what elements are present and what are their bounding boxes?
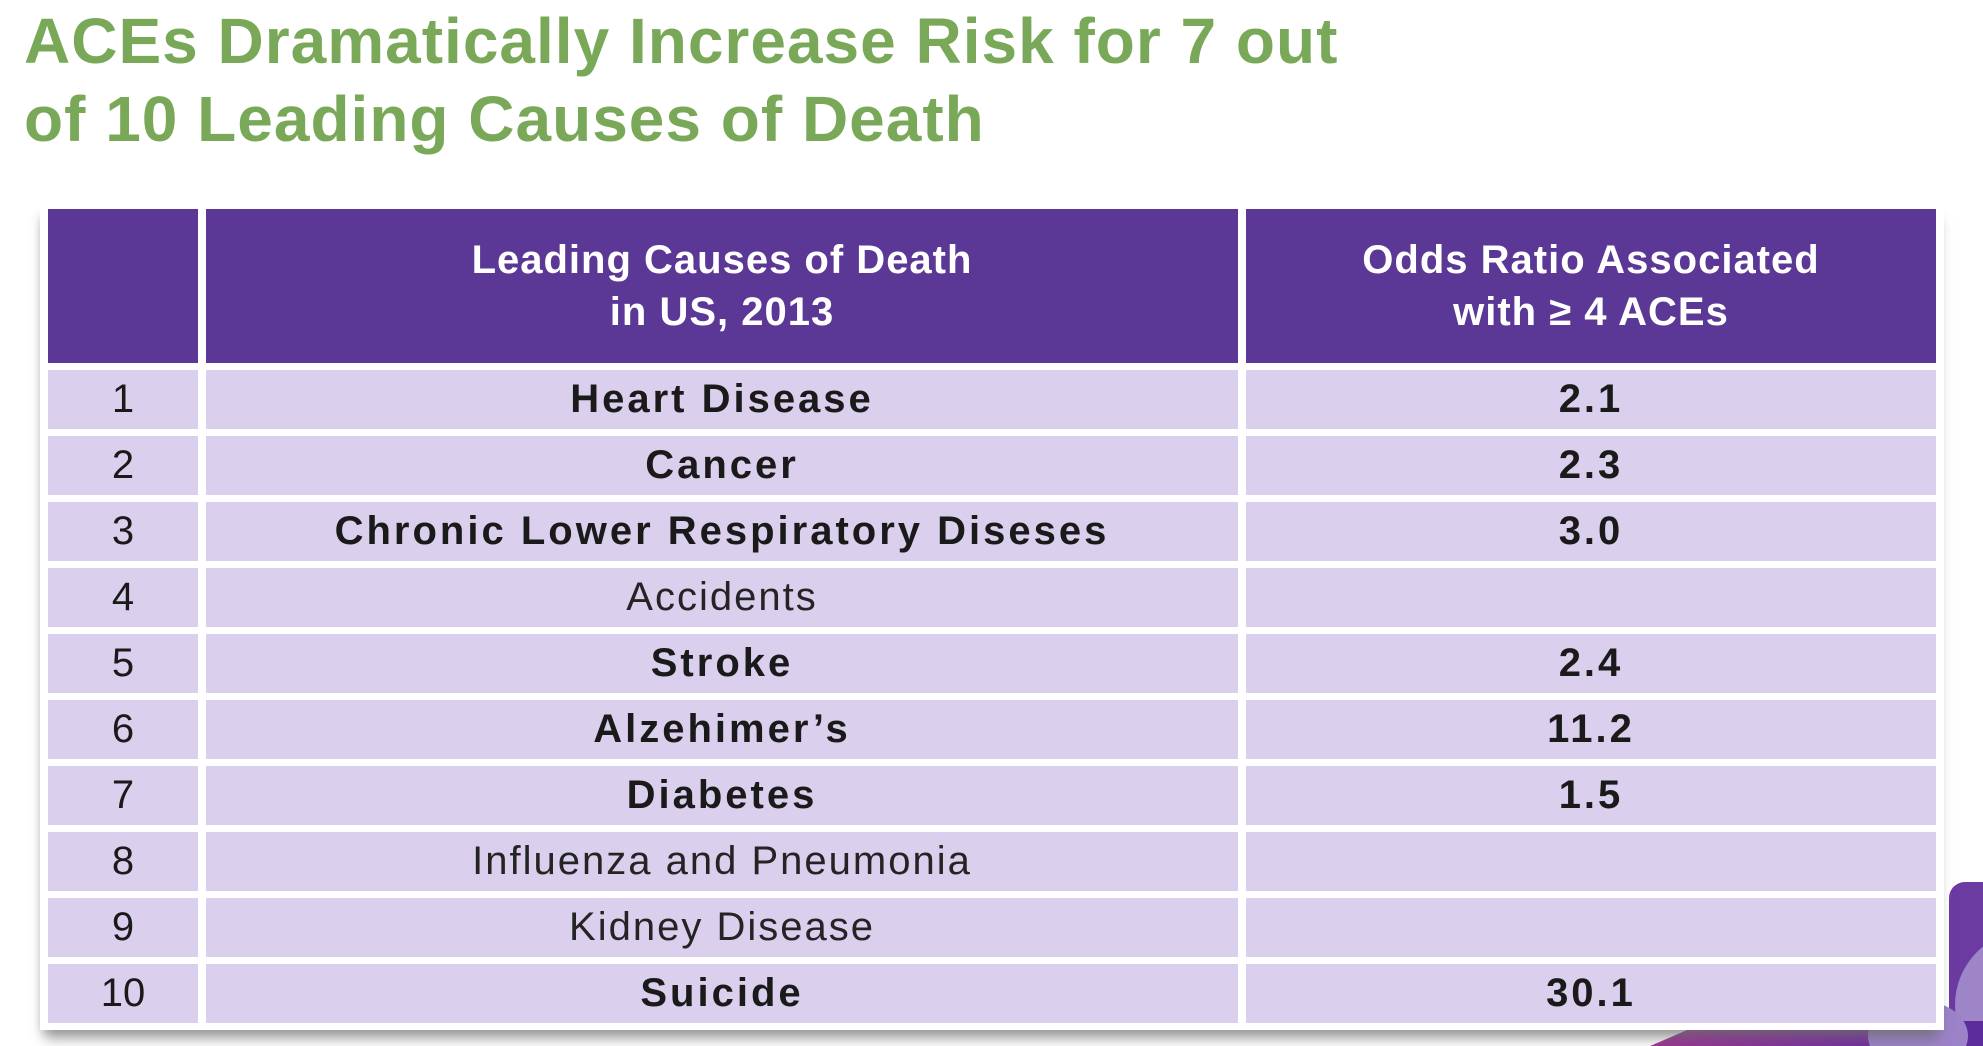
cause-cell: Diabetes (206, 766, 1238, 825)
odds-cell: 11.2 (1246, 700, 1936, 759)
cause-cell: Chronic Lower Respiratory Diseses (206, 502, 1238, 561)
table-row: 8 Influenza and Pneumonia (48, 832, 1936, 891)
cause-header-line1: Leading Causes of Death (471, 238, 973, 282)
rank-cell: 7 (48, 766, 198, 825)
causes-table-wrapper: Leading Causes of Death in US, 2013 Odds… (40, 202, 1944, 1030)
odds-cell: 2.3 (1246, 436, 1936, 495)
cause-cell: Alzehimer’s (206, 700, 1238, 759)
causes-of-death-table: Leading Causes of Death in US, 2013 Odds… (40, 202, 1944, 1030)
cause-cell: Heart Disease (206, 370, 1238, 429)
odds-cell: 3.0 (1246, 502, 1936, 561)
table-row: 1 Heart Disease 2.1 (48, 370, 1936, 429)
table-row: 9 Kidney Disease (48, 898, 1936, 957)
rank-cell: 4 (48, 568, 198, 627)
cause-column-header: Leading Causes of Death in US, 2013 (206, 209, 1238, 363)
table-header: Leading Causes of Death in US, 2013 Odds… (48, 209, 1936, 363)
odds-cell: 2.1 (1246, 370, 1936, 429)
cause-cell: Kidney Disease (206, 898, 1238, 957)
odds-column-header: Odds Ratio Associated with ≥ 4 ACEs (1246, 209, 1936, 363)
table-row: 6 Alzehimer’s 11.2 (48, 700, 1936, 759)
table-header-row: Leading Causes of Death in US, 2013 Odds… (48, 209, 1936, 363)
rank-cell: 2 (48, 436, 198, 495)
rank-cell: 6 (48, 700, 198, 759)
odds-header-line1: Odds Ratio Associated (1362, 238, 1820, 282)
slide-title-line1: ACEs Dramatically Increase Risk for 7 ou… (24, 5, 1339, 77)
table-row: 5 Stroke 2.4 (48, 634, 1936, 693)
cause-cell: Suicide (206, 964, 1238, 1023)
rank-cell: 3 (48, 502, 198, 561)
rank-cell: 1 (48, 370, 198, 429)
table-row: 10 Suicide 30.1 (48, 964, 1936, 1023)
cause-cell: Stroke (206, 634, 1238, 693)
odds-cell (1246, 568, 1936, 627)
rank-cell: 10 (48, 964, 198, 1023)
table-body: 1 Heart Disease 2.1 2 Cancer 2.3 3 Chronic Lowe… (48, 370, 1936, 1023)
rank-cell: 9 (48, 898, 198, 957)
odds-cell: 2.4 (1246, 634, 1936, 693)
table-row: 7 Diabetes 1.5 (48, 766, 1936, 825)
cause-cell: Accidents (206, 568, 1238, 627)
cause-cell: Influenza and Pneumonia (206, 832, 1238, 891)
odds-cell: 30.1 (1246, 964, 1936, 1023)
slide-title: ACEs Dramatically Increase Risk for 7 ou… (24, 2, 1338, 158)
odds-cell (1246, 832, 1936, 891)
table-row: 3 Chronic Lower Respiratory Diseses 3.0 (48, 502, 1936, 561)
table-row: 4 Accidents (48, 568, 1936, 627)
rank-cell: 5 (48, 634, 198, 693)
rank-column-header (48, 209, 198, 363)
odds-cell (1246, 898, 1936, 957)
cause-header-line2: in US, 2013 (609, 290, 835, 334)
rank-cell: 8 (48, 832, 198, 891)
slide-title-line2: of 10 Leading Causes of Death (24, 83, 985, 155)
table-row: 2 Cancer 2.3 (48, 436, 1936, 495)
odds-cell: 1.5 (1246, 766, 1936, 825)
cause-cell: Cancer (206, 436, 1238, 495)
odds-header-line2: with ≥ 4 ACEs (1453, 290, 1729, 334)
